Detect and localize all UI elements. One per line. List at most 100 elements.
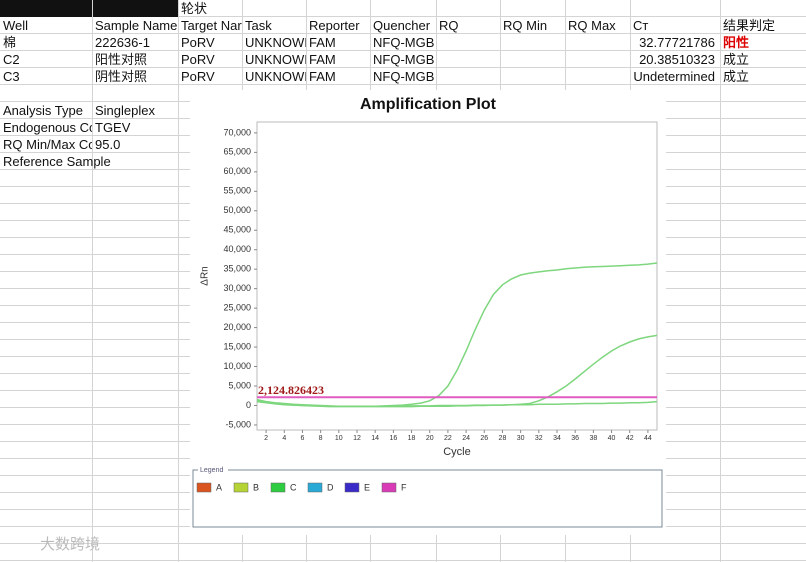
y-tick-label: 25,000 bbox=[223, 302, 251, 312]
x-tick-label: 16 bbox=[389, 435, 397, 442]
x-tick-label: 34 bbox=[553, 435, 561, 442]
cell[interactable]: Reference Sample bbox=[3, 154, 111, 169]
cell[interactable]: UNKNOWI bbox=[245, 69, 306, 84]
cell[interactable]: Task bbox=[245, 18, 272, 33]
cell[interactable]: TGEV bbox=[95, 120, 131, 135]
cell[interactable]: Quencher bbox=[373, 18, 431, 33]
cell[interactable]: 222636-1 bbox=[95, 35, 150, 50]
legend-label: F bbox=[401, 482, 407, 492]
legend-swatch bbox=[196, 482, 212, 493]
cell[interactable]: Undetermined bbox=[633, 69, 715, 84]
x-tick-label: 24 bbox=[462, 435, 470, 442]
x-tick-label: 28 bbox=[499, 435, 507, 442]
cell[interactable]: Cт bbox=[633, 18, 649, 33]
y-tick-label: 30,000 bbox=[223, 283, 251, 293]
cell[interactable]: Reporter bbox=[309, 18, 360, 33]
x-tick-label: 20 bbox=[426, 435, 434, 442]
cell[interactable]: 成立 bbox=[723, 52, 750, 67]
y-tick-label: 50,000 bbox=[223, 205, 251, 215]
x-tick-label: 26 bbox=[480, 435, 488, 442]
cell[interactable]: Analysis Type bbox=[3, 103, 83, 118]
legend-label: B bbox=[253, 482, 259, 492]
x-tick-label: 6 bbox=[301, 435, 305, 442]
cell[interactable]: 结果判定 bbox=[723, 18, 776, 33]
cell[interactable]: NFQ-MGB bbox=[373, 35, 435, 50]
y-tick-label: 65,000 bbox=[223, 147, 251, 157]
y-tick-label: 70,000 bbox=[223, 127, 251, 137]
watermark: 大数跨境 bbox=[40, 536, 101, 553]
y-tick-label: -5,000 bbox=[225, 419, 251, 429]
cell[interactable]: 轮状 bbox=[181, 1, 208, 16]
y-tick-label: 40,000 bbox=[223, 244, 251, 254]
cell[interactable]: FAM bbox=[309, 35, 336, 50]
y-tick-label: 5,000 bbox=[228, 380, 251, 390]
threshold-label: 2,124.826423 bbox=[258, 383, 324, 397]
cell[interactable]: FAM bbox=[309, 69, 336, 84]
cell[interactable]: UNKNOWI bbox=[245, 35, 306, 50]
cell[interactable]: NFQ-MGB bbox=[373, 69, 435, 84]
cell[interactable]: PoRV bbox=[181, 69, 215, 84]
legend-label: A bbox=[216, 482, 222, 492]
cell[interactable]: 阴性对照 bbox=[95, 69, 148, 84]
y-axis-label: ΔRn bbox=[200, 266, 211, 285]
cell[interactable]: 棉 bbox=[3, 35, 17, 50]
cell[interactable]: Target Nar bbox=[181, 18, 242, 33]
x-axis-label: Cycle bbox=[443, 446, 471, 458]
x-tick-label: 30 bbox=[517, 435, 525, 442]
cell[interactable]: 32.77721786 bbox=[639, 35, 715, 50]
column-line bbox=[178, 0, 179, 562]
cell[interactable]: 阳性 bbox=[723, 35, 750, 50]
cell[interactable]: 阳性对照 bbox=[95, 52, 148, 67]
chart-title: Amplification Plot bbox=[360, 96, 497, 113]
column-line bbox=[92, 0, 93, 562]
x-tick-label: 8 bbox=[319, 435, 323, 442]
x-tick-label: 44 bbox=[644, 435, 652, 442]
x-tick-label: 22 bbox=[444, 435, 452, 442]
x-tick-label: 12 bbox=[353, 435, 361, 442]
column-line bbox=[720, 0, 721, 562]
legend-label: C bbox=[290, 482, 297, 492]
x-tick-label: 18 bbox=[408, 435, 416, 442]
cell[interactable]: 成立 bbox=[723, 69, 750, 84]
x-tick-label: 42 bbox=[626, 435, 634, 442]
x-tick-label: 32 bbox=[535, 435, 543, 442]
x-tick-label: 2 bbox=[264, 435, 268, 442]
y-tick-label: 20,000 bbox=[223, 322, 251, 332]
cell[interactable]: Sample Name bbox=[95, 18, 178, 33]
amplification-plot: Amplification Plot Cycle ΔRn Legend -5,0… bbox=[190, 90, 666, 535]
cell[interactable]: Well bbox=[3, 18, 29, 33]
legend-swatch bbox=[307, 482, 323, 493]
cell[interactable]: Endogenous Co bbox=[3, 120, 92, 135]
cell[interactable]: C2 bbox=[3, 52, 20, 67]
y-tick-label: 60,000 bbox=[223, 166, 251, 176]
legend-swatch bbox=[233, 482, 249, 493]
legend-label: D bbox=[327, 482, 334, 492]
x-tick-label: 10 bbox=[335, 435, 343, 442]
legend-swatch bbox=[381, 482, 397, 493]
cell[interactable]: RQ Min/Max Co bbox=[3, 137, 92, 152]
cell[interactable]: RQ Max bbox=[568, 18, 616, 33]
cell[interactable]: 20.38510323 bbox=[639, 52, 715, 67]
legend-title: Legend bbox=[200, 467, 223, 474]
cell[interactable]: FAM bbox=[309, 52, 336, 67]
y-tick-label: 55,000 bbox=[223, 186, 251, 196]
cell[interactable]: NFQ-MGB bbox=[373, 52, 435, 67]
cell[interactable]: 95.0 bbox=[95, 137, 121, 152]
cell[interactable]: RQ Min bbox=[503, 18, 548, 33]
cell[interactable]: C3 bbox=[3, 69, 20, 84]
amplification-curve bbox=[256, 400, 658, 407]
cell[interactable]: UNKNOWI bbox=[245, 52, 306, 67]
y-tick-label: 15,000 bbox=[223, 341, 251, 351]
legend-swatch bbox=[344, 482, 360, 493]
x-tick-label: 36 bbox=[571, 435, 579, 442]
cell[interactable]: Singleplex bbox=[95, 103, 155, 118]
legend-label: E bbox=[364, 482, 370, 492]
cell[interactable]: PoRV bbox=[181, 52, 215, 67]
x-tick-label: 14 bbox=[371, 435, 379, 442]
cell[interactable]: PoRV bbox=[181, 35, 215, 50]
x-tick-label: 38 bbox=[589, 435, 597, 442]
legend-swatch bbox=[270, 482, 286, 493]
cell[interactable]: RQ bbox=[439, 18, 459, 33]
y-tick-label: 45,000 bbox=[223, 225, 251, 235]
